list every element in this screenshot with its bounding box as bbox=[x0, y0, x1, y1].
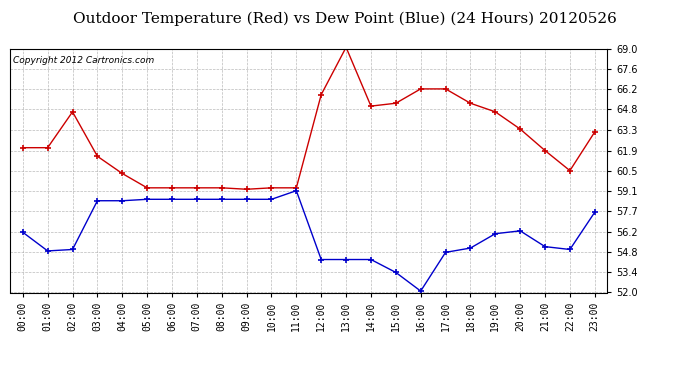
Text: Copyright 2012 Cartronics.com: Copyright 2012 Cartronics.com bbox=[13, 56, 155, 65]
Text: Outdoor Temperature (Red) vs Dew Point (Blue) (24 Hours) 20120526: Outdoor Temperature (Red) vs Dew Point (… bbox=[73, 11, 617, 26]
